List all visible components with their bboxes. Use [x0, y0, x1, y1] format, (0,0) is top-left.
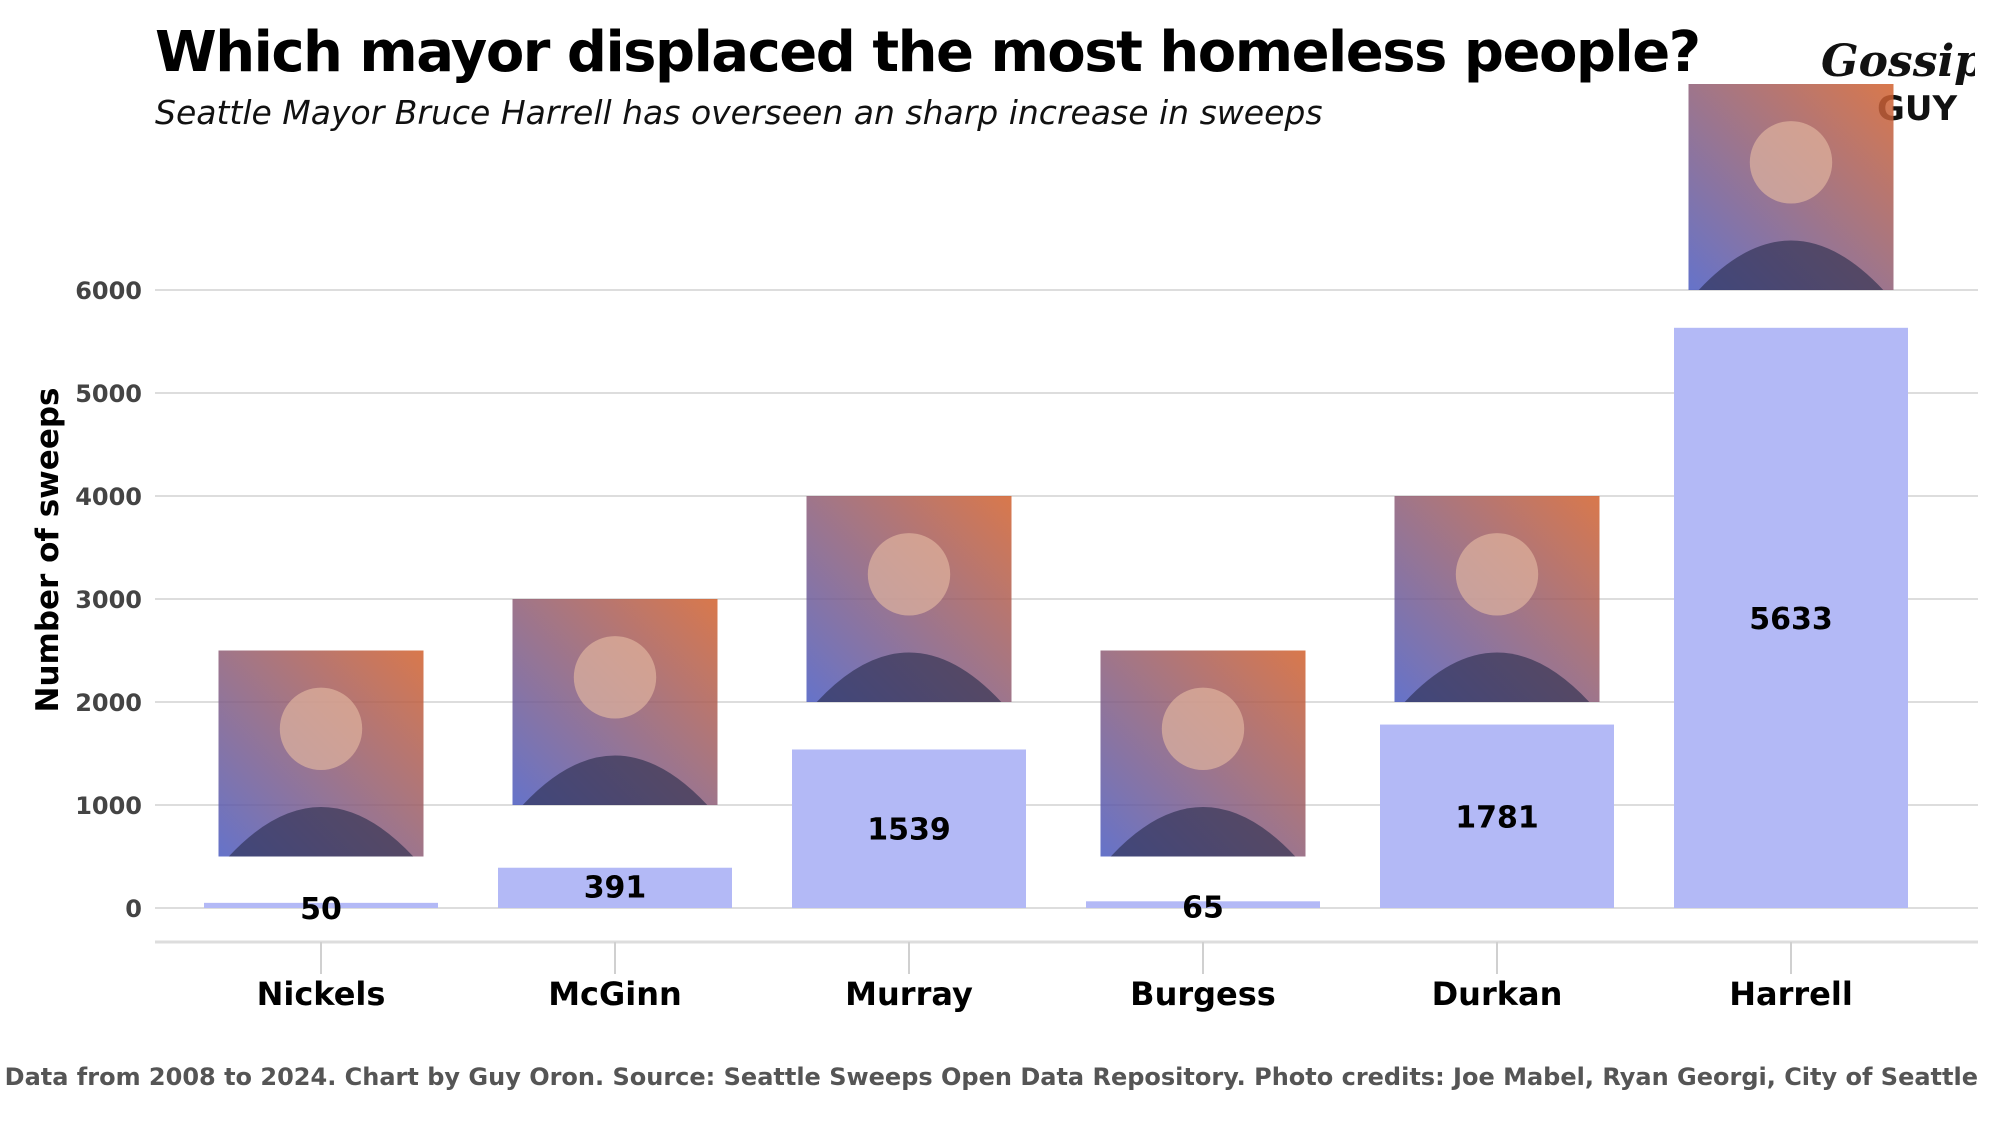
portrait-head-shape [1455, 533, 1539, 616]
x-tick-label-harrell: Harrell [1729, 975, 1853, 1013]
data-label-harrell: 5633 [1749, 602, 1833, 637]
portrait-head-shape [573, 636, 657, 719]
photo-mcginn [512, 599, 718, 805]
portrait-head-shape [1161, 687, 1245, 770]
photo-burgess [1100, 650, 1306, 857]
bar-harrell [1674, 327, 1908, 908]
portrait-body-shape [816, 652, 1002, 702]
mayor-photos [218, 84, 1894, 857]
bars: 50 391 1539 65 1781 5633 [204, 327, 1908, 927]
portrait-body-shape [1404, 652, 1590, 702]
data-label-mcginn: 391 [584, 871, 647, 906]
y-tick-label: 5000 [75, 380, 142, 408]
photo-durkan [1394, 496, 1600, 702]
y-tick-label: 1000 [75, 792, 142, 820]
data-label-durkan: 1781 [1455, 800, 1539, 835]
x-tick-label-durkan: Durkan [1432, 975, 1563, 1013]
portrait-head-shape [279, 687, 363, 770]
data-label-nickels: 50 [300, 892, 342, 927]
x-axis: Nickels McGinn Murray Burgess Durkan Harrell [155, 940, 1978, 1013]
bar-murray [792, 749, 1026, 908]
portrait-body-shape [1110, 807, 1296, 857]
portrait-body-shape [228, 807, 414, 857]
portrait-head-shape [867, 533, 951, 616]
chart-subtitle: Seattle Mayor Bruce Harrell has overseen… [155, 93, 1323, 132]
x-tick-label-mcginn: McGinn [548, 975, 682, 1013]
data-label-burgess: 65 [1182, 890, 1224, 925]
photo-harrell [1688, 84, 1894, 290]
x-tick-label-nickels: Nickels [257, 975, 386, 1013]
data-label-murray: 1539 [867, 813, 951, 848]
x-tick-label-burgess: Burgess [1130, 975, 1276, 1013]
y-tick-label: 4000 [75, 483, 142, 511]
bar-durkan [1380, 724, 1614, 908]
photo-murray [806, 496, 1012, 702]
source-caption: Data from 2008 to 2024. Chart by Guy Oro… [4, 1063, 1978, 1091]
chart-title: Which mayor displaced the most homeless … [155, 20, 1701, 85]
y-tick-label: 0 [125, 895, 142, 923]
portrait-body-shape [1698, 240, 1884, 290]
portrait-head-shape [1749, 121, 1833, 204]
bar-mcginn [498, 867, 732, 908]
bar-nickels [204, 902, 438, 908]
y-tick-label: 6000 [75, 277, 142, 305]
photo-nickels [218, 650, 424, 857]
y-axis-label: Number of sweeps [30, 388, 66, 713]
y-tick-label: 2000 [75, 689, 142, 717]
y-tick-label: 3000 [75, 586, 142, 614]
x-tick-label-murray: Murray [845, 975, 973, 1013]
bar-burgess [1086, 901, 1320, 908]
logo-line1: Gossip [1821, 36, 1975, 87]
portrait-body-shape [522, 755, 708, 805]
